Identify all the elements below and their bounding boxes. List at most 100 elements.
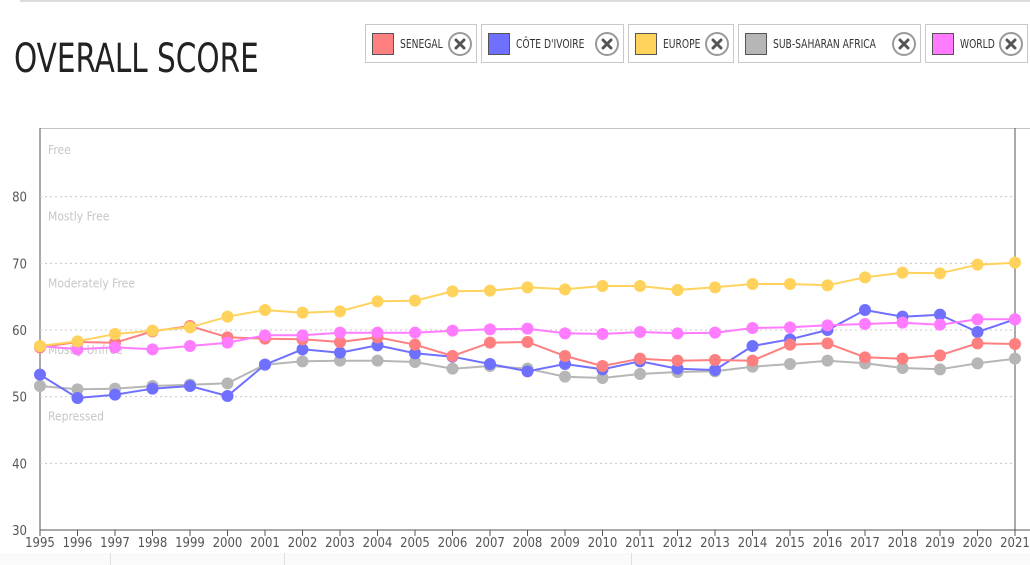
data-point — [484, 323, 496, 336]
data-point — [521, 336, 534, 348]
y-tick-label: 40 — [12, 457, 27, 472]
legend-swatch — [372, 32, 394, 55]
legend-swatch — [932, 32, 955, 55]
data-point — [296, 355, 309, 368]
data-point — [559, 370, 571, 383]
band-label: Mostly Free — [48, 210, 110, 224]
x-tick-label: 2010 — [588, 536, 618, 551]
data-point — [596, 360, 609, 372]
data-point — [821, 279, 834, 292]
x-tick-label: 2013 — [700, 536, 730, 551]
legend-label: CÔTE D'IVOIRE — [516, 36, 585, 51]
data-point — [221, 310, 234, 323]
close-icon[interactable] — [999, 31, 1024, 56]
legend: SENEGAL CÔTE D'IVOIRE EUROPE SUB-SAHARAN AF… — [365, 24, 1029, 63]
legend-label: EUROPE — [662, 36, 701, 51]
close-icon[interactable] — [448, 31, 473, 56]
x-tick-label: 2007 — [475, 536, 505, 551]
data-point — [409, 338, 421, 351]
data-point — [746, 322, 759, 334]
data-point — [784, 278, 796, 290]
data-point — [934, 349, 946, 362]
data-point — [334, 346, 346, 359]
data-point — [671, 327, 684, 340]
data-point — [221, 390, 234, 402]
data-point — [709, 281, 721, 294]
x-tick-label: 1996 — [63, 536, 93, 551]
data-point — [259, 329, 271, 342]
data-point — [446, 324, 459, 337]
legend-item-europe[interactable]: EUROPE — [627, 24, 734, 63]
data-point — [146, 382, 159, 395]
data-point — [109, 341, 121, 354]
data-point — [184, 321, 196, 334]
close-icon[interactable] — [594, 31, 619, 56]
data-point — [634, 326, 646, 338]
x-tick-label: 2004 — [363, 536, 393, 551]
x-tick-label: 2011 — [625, 536, 655, 551]
data-point — [784, 321, 796, 334]
x-tick-label: 2019 — [925, 536, 955, 551]
x-tick-label: 1999 — [175, 536, 205, 551]
data-point — [371, 326, 384, 339]
x-tick-label: 2012 — [663, 536, 693, 551]
top-divider — [20, 0, 1030, 2]
data-point — [971, 313, 984, 326]
page-title: OVERALL SCORE — [14, 36, 259, 82]
data-point — [821, 319, 834, 332]
data-point — [746, 278, 759, 290]
data-point — [521, 281, 534, 294]
data-point — [296, 329, 309, 342]
data-point — [559, 327, 571, 340]
data-point — [184, 380, 196, 392]
data-point — [896, 266, 909, 279]
data-point — [146, 343, 159, 356]
legend-item-sub-saharan-africa[interactable]: SUB-SAHARAN AFRICA — [737, 24, 922, 63]
data-point — [446, 285, 459, 298]
band-label: Mostly Unfree — [48, 343, 123, 357]
legend-item-world[interactable]: WORLD — [925, 24, 1029, 63]
legend-label: WORLD — [960, 36, 995, 51]
data-point — [1009, 352, 1021, 365]
data-point — [371, 295, 384, 308]
legend-item-c-te-d-ivoire[interactable]: CÔTE D'IVOIRE — [481, 24, 624, 63]
data-point — [334, 336, 346, 348]
legend-item-senegal[interactable]: SENEGAL — [365, 24, 478, 63]
data-point — [296, 306, 309, 319]
x-tick-label: 2006 — [438, 536, 468, 551]
data-point — [784, 338, 796, 351]
bottom-divider — [631, 553, 632, 565]
data-point — [746, 340, 759, 352]
data-point — [746, 354, 759, 367]
y-tick-label: 80 — [12, 191, 27, 206]
data-point — [859, 271, 871, 284]
close-icon[interactable] — [892, 31, 917, 56]
close-icon[interactable] — [704, 31, 729, 56]
legend-swatch — [488, 32, 511, 55]
legend-label: SENEGAL — [400, 36, 443, 51]
data-point — [409, 294, 421, 307]
data-point — [1009, 313, 1021, 326]
data-point — [896, 316, 909, 329]
data-point — [409, 356, 421, 368]
data-point — [334, 326, 346, 339]
x-tick-label: 2014 — [738, 536, 768, 551]
y-tick-label: 70 — [12, 257, 27, 272]
data-point — [971, 326, 984, 338]
x-tick-label: 2001 — [250, 536, 280, 551]
band-label: Moderately Free — [48, 276, 135, 290]
data-point — [1009, 256, 1021, 269]
bottom-strip — [0, 553, 1030, 565]
x-tick-label: 1997 — [100, 536, 130, 551]
legend-swatch — [744, 32, 767, 55]
data-point — [34, 380, 46, 392]
data-point — [971, 258, 984, 271]
data-point — [184, 340, 196, 352]
x-tick-label: 2005 — [400, 536, 430, 551]
band-label: Free — [48, 143, 71, 157]
data-point — [446, 362, 459, 375]
x-tick-label: 2018 — [888, 536, 918, 551]
data-point — [221, 336, 234, 349]
data-point — [596, 372, 609, 384]
data-point — [709, 364, 721, 376]
